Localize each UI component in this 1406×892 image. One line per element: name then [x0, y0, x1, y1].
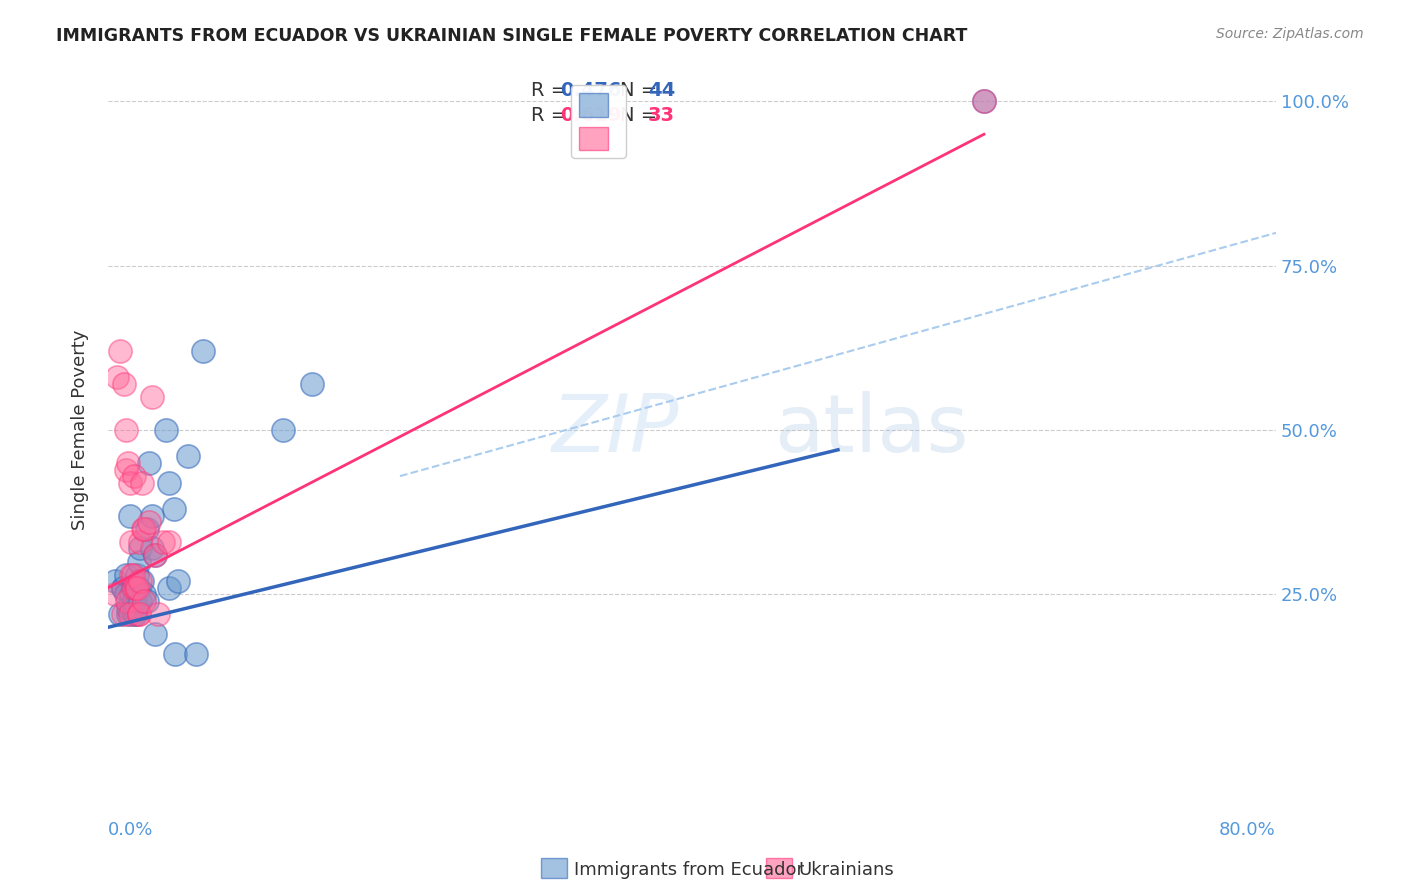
Legend: , : , [571, 86, 626, 158]
Text: N =: N = [620, 81, 664, 100]
Point [129, 541, 152, 556]
Point [132, 522, 155, 536]
Point [138, 456, 160, 470]
Text: R =: R = [531, 105, 574, 125]
Text: ZIP: ZIP [551, 391, 679, 469]
Point [177, 450, 200, 464]
Point [115, 594, 138, 608]
Point [155, 423, 177, 437]
Y-axis label: Single Female Poverty: Single Female Poverty [72, 330, 89, 530]
Point [143, 627, 166, 641]
Point [271, 423, 294, 437]
Point [128, 607, 150, 622]
Point [146, 607, 169, 622]
Point [141, 541, 163, 556]
Point [117, 600, 139, 615]
Text: R =: R = [531, 81, 574, 100]
Point [117, 456, 139, 470]
Point [122, 594, 145, 608]
Point [167, 574, 190, 589]
Point [114, 567, 136, 582]
Point [157, 475, 180, 490]
Point [111, 607, 134, 622]
Text: Source: ZipAtlas.com: Source: ZipAtlas.com [1216, 27, 1364, 41]
Point [134, 594, 156, 608]
Point [118, 508, 141, 523]
Point [128, 555, 150, 569]
Text: 33: 33 [648, 105, 675, 125]
Text: 0.476: 0.476 [560, 81, 621, 100]
Point [111, 581, 134, 595]
Point [104, 574, 127, 589]
Point [108, 607, 131, 622]
Text: 80.0%: 80.0% [1219, 821, 1277, 839]
Point [127, 600, 149, 615]
Point [104, 587, 127, 601]
Point [143, 548, 166, 562]
Point [121, 567, 143, 582]
Point [136, 594, 159, 608]
Point [141, 508, 163, 523]
Point [138, 515, 160, 529]
Point [127, 567, 149, 582]
Text: 44: 44 [648, 81, 675, 100]
Point [122, 607, 145, 622]
Text: 0.619: 0.619 [560, 105, 621, 125]
Text: atlas: atlas [773, 391, 969, 469]
Point [121, 581, 143, 595]
Point [131, 475, 153, 490]
Point [120, 600, 142, 615]
Point [114, 587, 136, 601]
Point [143, 548, 166, 562]
Text: 0.0%: 0.0% [108, 821, 153, 839]
Point [128, 581, 150, 595]
Point [117, 607, 139, 622]
Point [120, 567, 142, 582]
Point [163, 502, 186, 516]
Point [152, 534, 174, 549]
Point [118, 607, 141, 622]
Point [129, 574, 152, 589]
Point [122, 600, 145, 615]
Point [127, 581, 149, 595]
Point [112, 377, 135, 392]
Point [120, 587, 142, 601]
Point [129, 594, 152, 608]
Point [191, 344, 214, 359]
Point [131, 574, 153, 589]
Point [108, 344, 131, 359]
Point [136, 522, 159, 536]
Point [184, 647, 207, 661]
Point [111, 581, 134, 595]
Point [118, 475, 141, 490]
Point [122, 581, 145, 595]
Point [141, 390, 163, 404]
Point [165, 647, 187, 661]
Text: N =: N = [620, 105, 664, 125]
Point [114, 423, 136, 437]
Point [122, 469, 145, 483]
Point [114, 462, 136, 476]
Point [129, 534, 152, 549]
Point [973, 95, 995, 109]
Point [134, 587, 156, 601]
Text: Ukrainians: Ukrainians [799, 861, 894, 879]
Point [128, 607, 150, 622]
Point [134, 522, 156, 536]
Point [127, 581, 149, 595]
Text: IMMIGRANTS FROM ECUADOR VS UKRAINIAN SINGLE FEMALE POVERTY CORRELATION CHART: IMMIGRANTS FROM ECUADOR VS UKRAINIAN SIN… [56, 27, 967, 45]
Text: Immigrants from Ecuador: Immigrants from Ecuador [574, 861, 804, 879]
Point [157, 581, 180, 595]
Point [120, 534, 142, 549]
Point [125, 581, 148, 595]
Point [301, 377, 323, 392]
Point [157, 534, 180, 549]
Point [125, 607, 148, 622]
Point [105, 370, 128, 384]
Point [973, 95, 995, 109]
